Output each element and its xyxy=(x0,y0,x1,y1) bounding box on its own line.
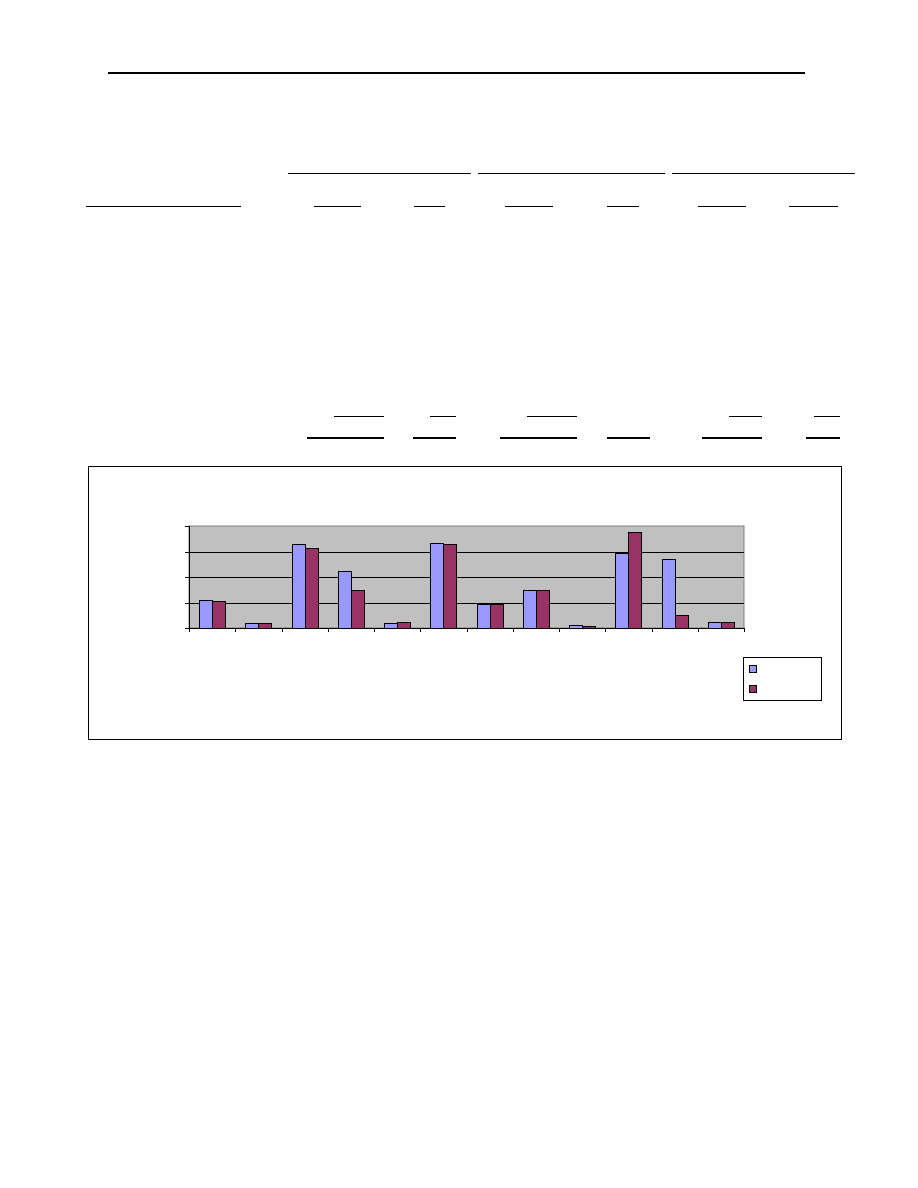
bar-series-2 xyxy=(443,544,457,629)
chart-frame xyxy=(88,466,842,740)
subtotal-rule xyxy=(729,416,762,417)
table-column-rule xyxy=(607,206,639,207)
bar-series-2 xyxy=(212,601,226,629)
bar-series-2 xyxy=(490,604,504,629)
legend-box xyxy=(743,657,822,701)
total-rule xyxy=(500,437,577,439)
table-column-rule xyxy=(86,206,241,207)
bar-series-1 xyxy=(338,571,352,629)
bar-series-2 xyxy=(721,622,735,629)
table-group-rule-1 xyxy=(288,173,471,174)
bar-series-2 xyxy=(351,590,365,629)
table-group-rule-3 xyxy=(672,173,855,174)
bar-series-1 xyxy=(708,622,722,629)
bar-series-2 xyxy=(675,615,689,629)
bar-series-2 xyxy=(536,590,550,629)
total-rule xyxy=(806,437,840,439)
bar-series-2 xyxy=(305,548,319,629)
bar-series-1 xyxy=(523,590,537,629)
table-column-rule xyxy=(789,206,838,207)
bar-series-1 xyxy=(245,623,259,629)
bar-series-1 xyxy=(662,559,676,629)
table-column-rule xyxy=(505,206,553,207)
total-rule xyxy=(413,437,456,439)
bar-series-1 xyxy=(615,553,629,629)
bar-series-1 xyxy=(384,623,398,629)
bar-series-2 xyxy=(258,623,272,629)
table-column-rule xyxy=(414,206,445,207)
bar-series-2 xyxy=(628,532,642,629)
bar-chart xyxy=(185,525,822,701)
total-rule xyxy=(307,437,384,439)
subtotal-rule xyxy=(430,416,456,417)
table-column-rule xyxy=(314,206,361,207)
bar-series-1 xyxy=(569,625,583,629)
bar-series-2 xyxy=(397,622,411,629)
total-rule xyxy=(607,437,650,439)
legend-swatch-series-1 xyxy=(749,665,757,673)
bar-series-1 xyxy=(292,544,306,629)
table-group-rule-2 xyxy=(478,173,665,174)
header-rule xyxy=(108,72,805,74)
legend-swatch-series-2 xyxy=(749,685,757,693)
bar-series-2 xyxy=(582,626,596,629)
bar-series-1 xyxy=(477,604,491,629)
subtotal-rule xyxy=(527,416,577,417)
subtotal-rule xyxy=(814,416,840,417)
total-rule xyxy=(702,437,762,439)
subtotal-rule xyxy=(334,416,384,417)
bar-series-1 xyxy=(430,543,444,629)
table-column-rule xyxy=(698,206,746,207)
bar-series-1 xyxy=(199,600,213,629)
